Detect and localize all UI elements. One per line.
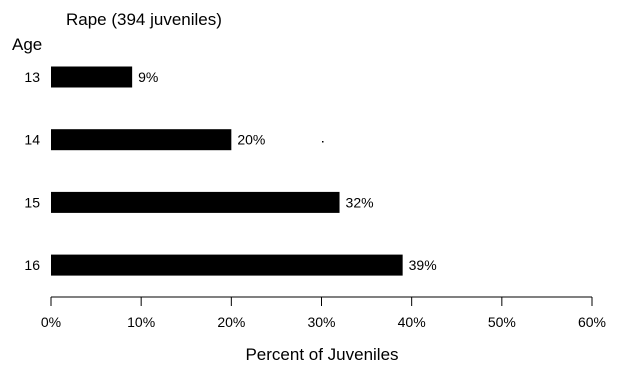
x-tick-label-50: 50% <box>488 314 516 330</box>
y-axis-label: Age <box>12 35 42 54</box>
category-label-13: 13 <box>24 69 40 85</box>
bar-15 <box>51 191 340 213</box>
bar-13 <box>51 66 133 88</box>
category-label-16: 16 <box>24 257 40 273</box>
x-tick-label-10: 10% <box>127 314 155 330</box>
x-tick-label-60: 60% <box>578 314 606 330</box>
x-tick-label-30: 30% <box>307 314 335 330</box>
value-label-16: 39% <box>409 257 437 273</box>
x-tick-label-40: 40% <box>398 314 426 330</box>
x-tick-label-20: 20% <box>217 314 245 330</box>
x-axis-label: Percent of Juveniles <box>245 345 398 364</box>
stray-dot <box>322 141 324 143</box>
bar-14 <box>51 129 232 151</box>
bar-16 <box>51 254 403 276</box>
category-label-14: 14 <box>24 132 40 148</box>
chart-title: Rape (394 juveniles) <box>66 10 222 29</box>
value-label-13: 9% <box>138 69 158 85</box>
bars-group: 13 9% 14 20% 15 32% 16 39% <box>24 66 437 276</box>
category-label-15: 15 <box>24 194 40 210</box>
value-label-15: 32% <box>346 194 374 210</box>
value-label-14: 20% <box>237 132 265 148</box>
x-axis: 0% 10% 20% 30% 40% 50% 60% <box>41 296 606 330</box>
x-tick-label-0: 0% <box>41 314 61 330</box>
